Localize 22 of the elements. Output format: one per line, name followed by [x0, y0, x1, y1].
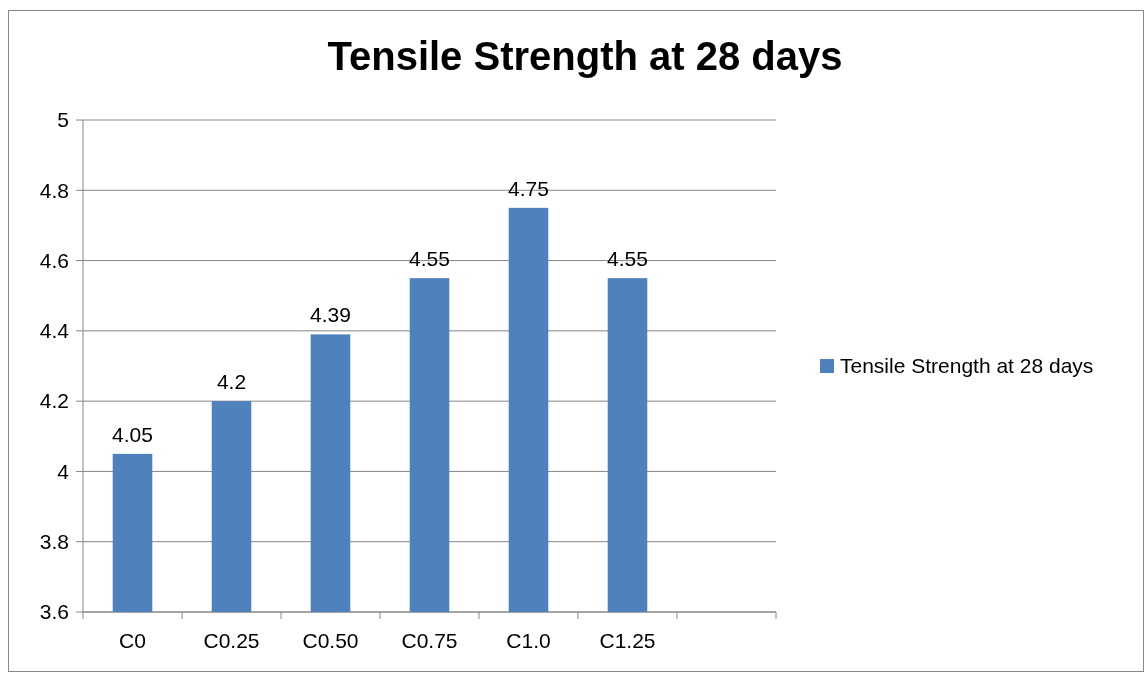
data-label: 4.2: [216, 370, 247, 394]
data-label: 4.39: [310, 303, 351, 327]
data-label: 4.05: [112, 422, 153, 446]
y-tick-label: 4: [57, 459, 70, 483]
data-label: 4.75: [508, 176, 549, 200]
data-label: 4.55: [409, 247, 450, 271]
y-tick-label: 4.4: [39, 319, 70, 343]
x-tick-label: C0.25: [203, 629, 260, 652]
x-tick-label: C0.75: [401, 629, 458, 652]
data-label: 4.55: [607, 247, 648, 271]
y-tick-label: 4.8: [39, 178, 69, 202]
y-tick-label: 4.2: [39, 389, 69, 413]
y-tick-label: 3.6: [39, 600, 69, 624]
y-tick-label: 3.8: [39, 530, 69, 554]
x-tick-label: C0: [119, 629, 146, 652]
legend-label: Tensile Strength at 28 days: [840, 354, 1094, 378]
x-tick-label: C1.0: [506, 629, 551, 652]
chart-title: Tensile Strength at 28 days: [327, 34, 843, 78]
x-tick-label: C1.25: [599, 629, 656, 652]
x-tick-label: C0.50: [302, 629, 359, 652]
y-tick-label: 4.6: [39, 248, 69, 272]
y-tick-label: 5: [57, 108, 69, 132]
